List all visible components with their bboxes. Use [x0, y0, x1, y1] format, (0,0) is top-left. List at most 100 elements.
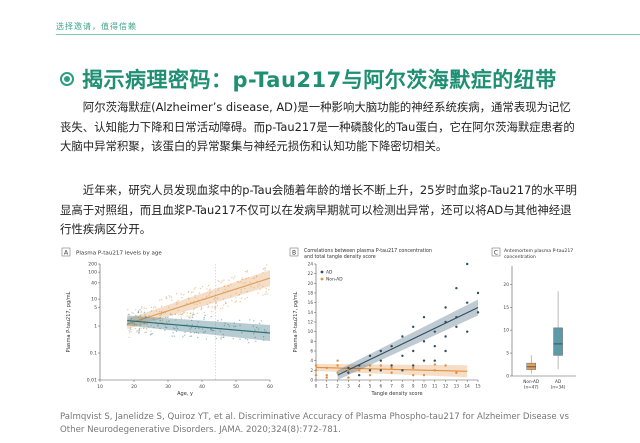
panel-a-point [159, 316, 162, 319]
panel-a-point [240, 289, 242, 291]
panel-b-non-ad-point [347, 369, 350, 372]
panel-a-point [140, 324, 142, 326]
panel-a-point [228, 325, 231, 327]
panel-a-point [140, 311, 142, 314]
panel-a-point [246, 296, 248, 299]
panel-a-point [160, 320, 162, 322]
panel-a-point [222, 298, 225, 300]
panel-a-point [268, 289, 270, 291]
panel-b-ad-point [358, 373, 361, 377]
panel-a-point [194, 327, 197, 330]
panel-a-point [186, 302, 188, 305]
panel-a-point [140, 327, 142, 329]
panel-a-point [193, 313, 195, 316]
panel-a-point [244, 287, 246, 290]
section-title: 揭示病理密码：p-Tau217与阿尔茨海默症的纽带 [82, 68, 557, 92]
panel-b-non-ad-point [412, 366, 415, 370]
panel-a-point [214, 306, 217, 309]
panel-a-point [137, 311, 139, 313]
panel-a-point [258, 322, 261, 325]
panel-a-point [234, 276, 236, 278]
panel-a-point [196, 303, 198, 305]
panel-a-point [195, 306, 197, 309]
panel-b-non-ad-point [347, 376, 350, 379]
panel-b-x-label: Tangle density score [370, 391, 422, 397]
panel-b-x-tick-label: 5 [369, 384, 372, 389]
panel-a-point [265, 288, 268, 290]
panel-a-point [160, 305, 163, 308]
panel-a-point [151, 332, 154, 335]
panel-a-point [214, 297, 216, 299]
panel-a-point [189, 312, 192, 314]
panel-b-y-tick-label: 10 [308, 329, 314, 334]
panel-b-x-tick-label: 15 [475, 384, 481, 389]
panel-a-point [135, 314, 137, 317]
panel-a-point [259, 288, 261, 291]
panel-a-point [220, 338, 222, 340]
panel-a-point [161, 319, 164, 321]
panel-a-point [154, 305, 156, 308]
panel-a-point [223, 324, 226, 327]
panel-a-point [159, 314, 161, 317]
panel-c-category-label: AD [555, 379, 561, 384]
panel-a-point [223, 304, 225, 306]
panel-b-ad-point [455, 286, 458, 290]
panel-a-point [264, 270, 266, 272]
panel-a-point [183, 311, 185, 314]
panel-b-non-ad-point [433, 363, 436, 366]
panel-a-point [252, 277, 254, 280]
panel-a-point [203, 316, 205, 319]
panel-a-point [266, 293, 268, 295]
panel-a-point [253, 320, 255, 322]
panel-a-point [246, 271, 248, 273]
panel-a-point [129, 327, 131, 330]
panel-b-y-tick-label: 16 [308, 300, 314, 305]
panel-b-y-tick-label: 22 [308, 271, 314, 276]
panel-c-y-tick-label: 20 [503, 282, 509, 288]
panel-a-point [254, 336, 256, 339]
panel-a-point [177, 299, 179, 302]
panel-b-x-tick-label: 1 [325, 384, 328, 389]
panel-a-point [150, 306, 153, 309]
panel-c: C Antemortem plasma P-tau217 concentrati… [490, 242, 580, 402]
panel-a-point [214, 305, 217, 307]
panel-a-point [180, 293, 182, 295]
panel-a-letter: A [64, 250, 69, 257]
panel-a-point [158, 299, 161, 302]
panel-a-point [192, 309, 195, 311]
panel-a-point [241, 277, 244, 279]
panel-a-x-tick-label: 10 [97, 384, 103, 390]
panel-b-legend-label: AD [326, 270, 333, 276]
panel-c-y-tick-label: 5 [506, 351, 509, 357]
panel-a-point [235, 292, 237, 295]
panel-a-point [171, 314, 173, 316]
panel-a-point [139, 309, 141, 311]
panel-a-point [207, 305, 210, 307]
panel-a-point [165, 316, 167, 319]
panel-a-point [246, 290, 248, 293]
panel-c-category-n: (n=34) [551, 385, 566, 390]
panel-a-point [265, 291, 267, 293]
panel-a-point [158, 317, 160, 319]
panel-b-ad-point [358, 364, 361, 367]
panel-a-point [143, 311, 146, 314]
panel-a-point [216, 304, 219, 307]
panel-a-point [150, 334, 152, 336]
panel-b-non-ad-point [314, 373, 318, 377]
panel-a-point [192, 291, 194, 293]
panel-a-point [245, 277, 248, 280]
panel-b-non-ad-point [455, 371, 458, 374]
panel-a-point [262, 285, 264, 287]
panel-b-x-tick-label: 10 [421, 384, 427, 389]
panel-b-non-ad-point [412, 373, 415, 377]
panel-a-point [262, 294, 264, 296]
panel-a-x-label: Age, y [177, 391, 193, 397]
panel-b-letter: B [292, 250, 296, 257]
panel-a-point [227, 323, 229, 326]
panel-b-y-tick-label: 0 [310, 378, 313, 383]
panel-a-point [175, 319, 177, 321]
panel-a-point [255, 275, 258, 277]
panel-a-point [265, 330, 267, 333]
panel-b-ad-point [390, 364, 393, 367]
panel-a-point [177, 309, 179, 312]
